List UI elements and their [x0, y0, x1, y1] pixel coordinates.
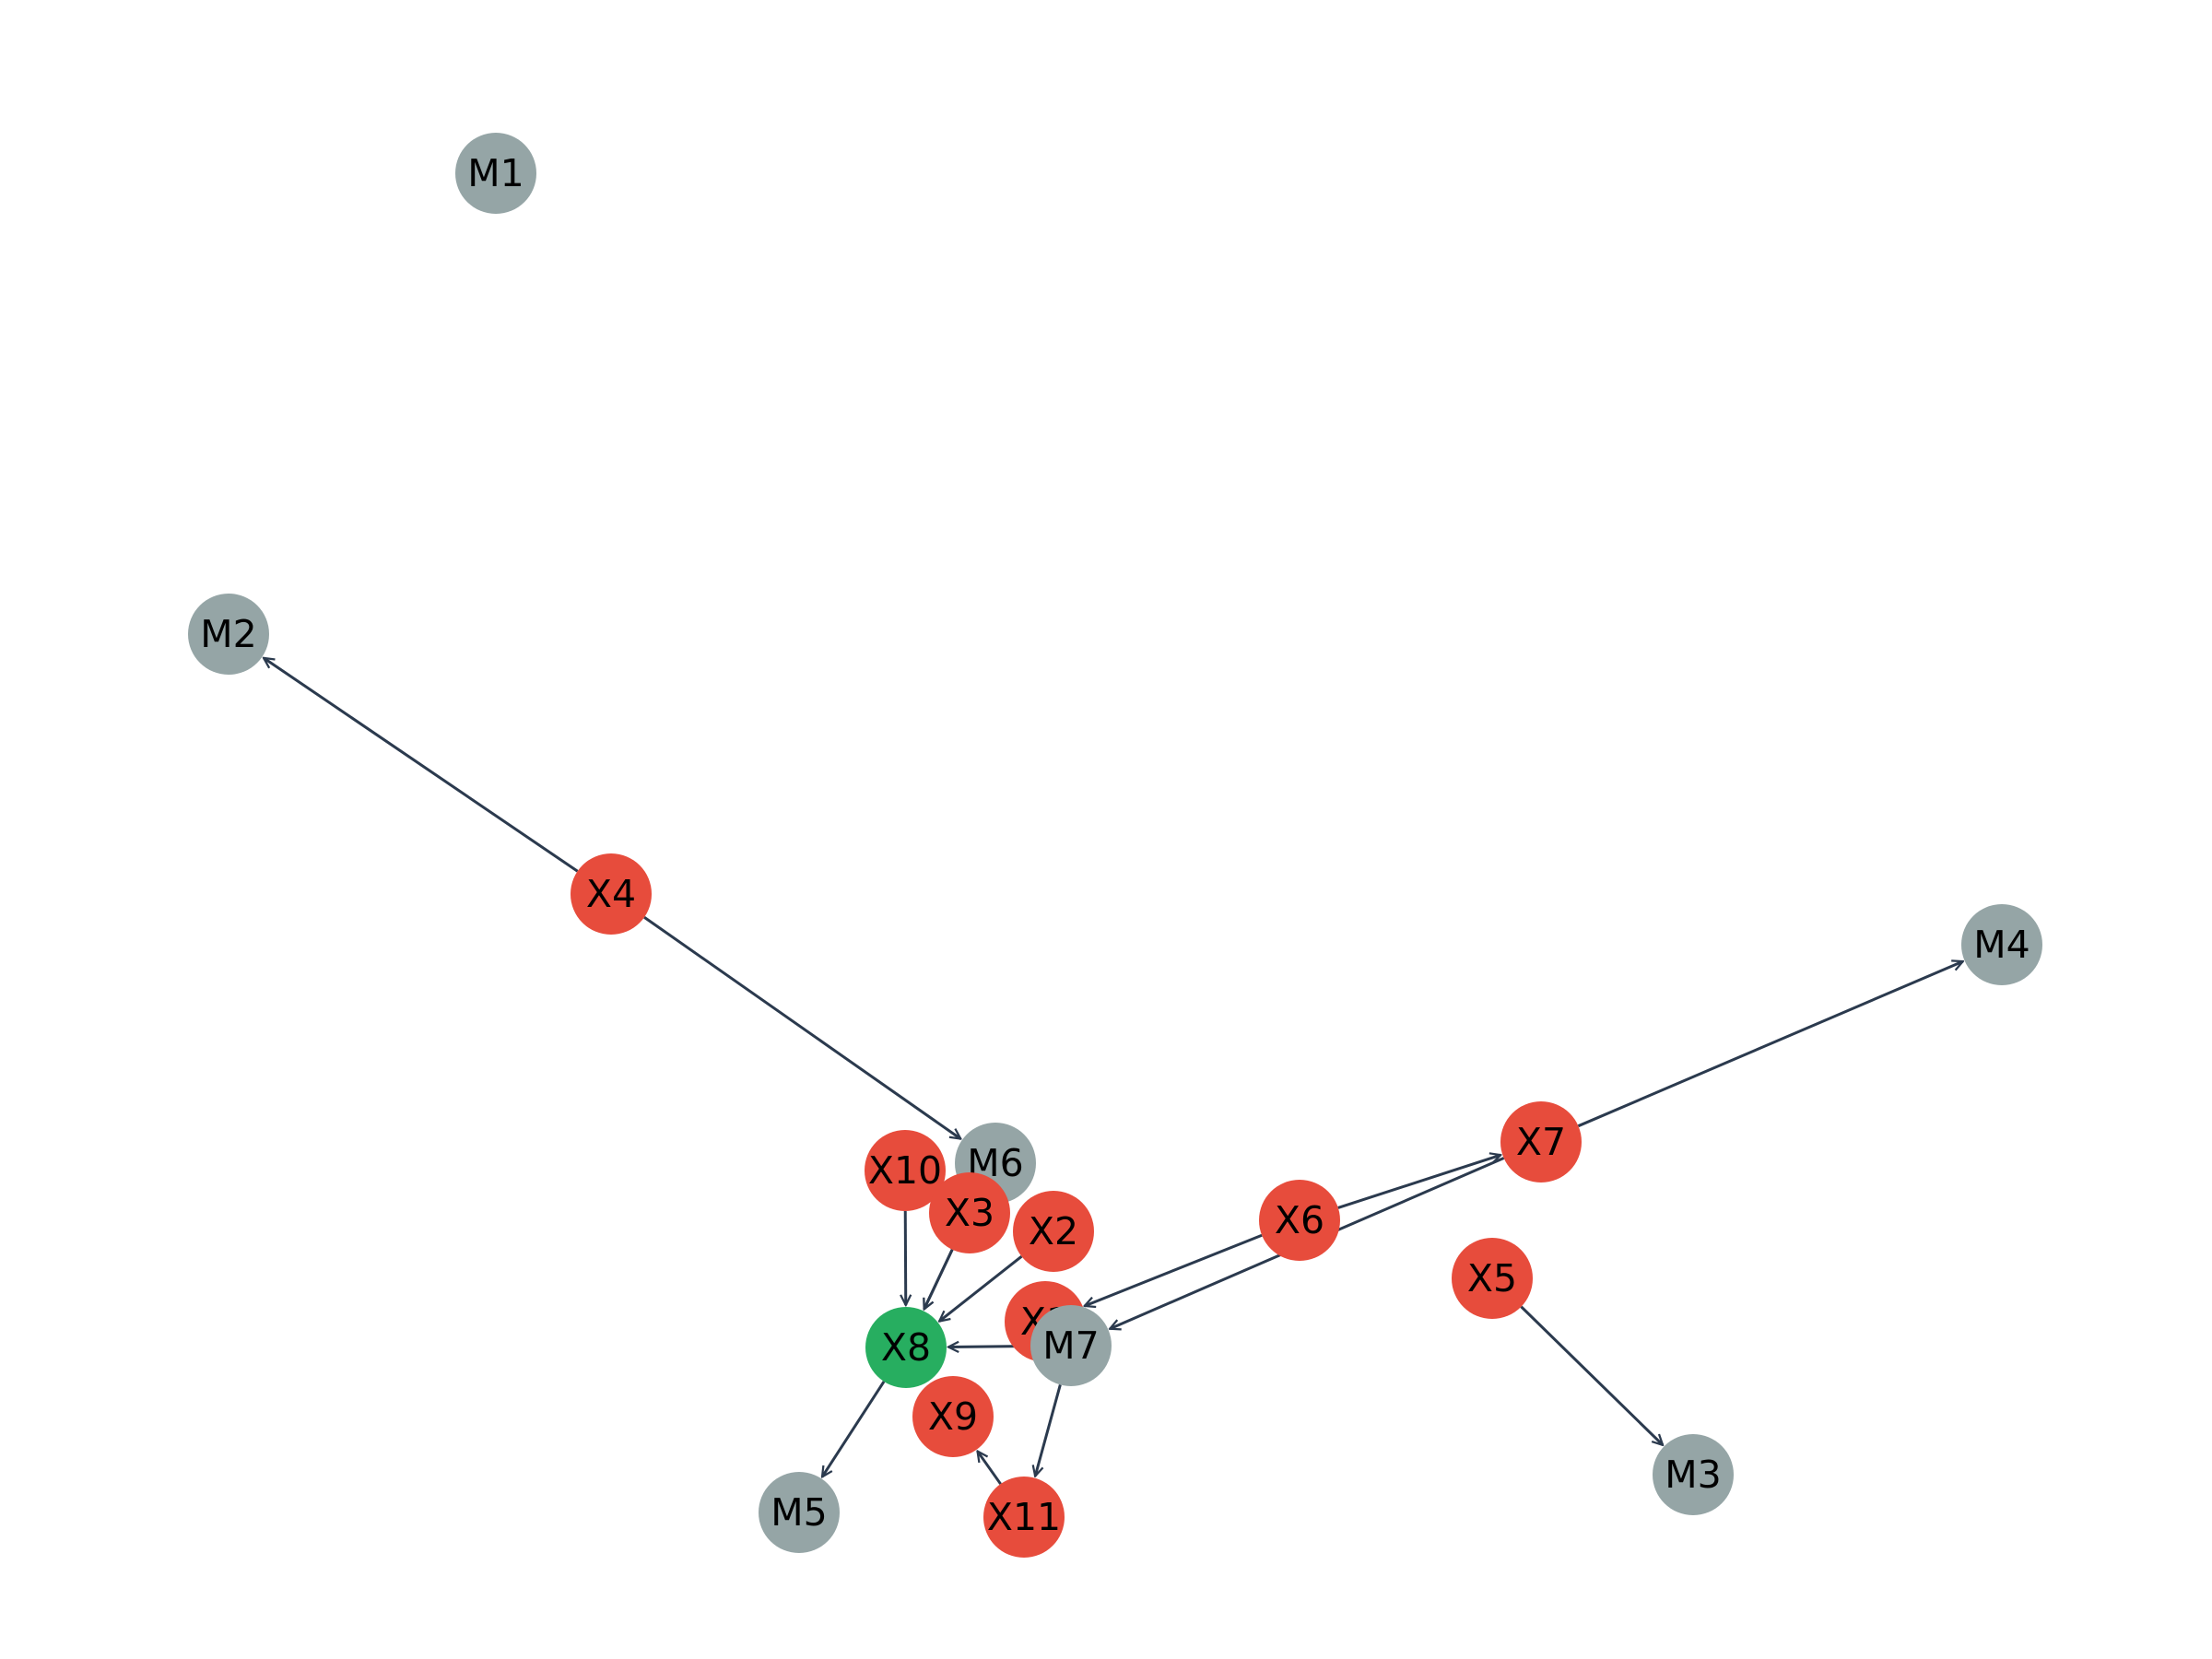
node-label-X6: X6 — [1275, 1198, 1324, 1242]
node-M1[interactable]: M1 — [455, 133, 536, 214]
node-label-M2: M2 — [200, 612, 256, 656]
node-label-X10: X10 — [868, 1148, 942, 1193]
edge-X10-X8 — [905, 1210, 906, 1305]
node-circle-M1 — [455, 133, 536, 214]
node-circle-X2 — [1013, 1191, 1094, 1272]
node-label-M4: M4 — [1973, 923, 2030, 967]
edge-X8-M5 — [822, 1381, 886, 1477]
edge-X5-M3 — [1520, 1305, 1663, 1445]
node-label-X3: X3 — [945, 1191, 994, 1235]
node-X2[interactable]: X2 — [1013, 1191, 1094, 1272]
node-X8[interactable]: X8 — [865, 1307, 947, 1388]
node-circle-X3 — [929, 1172, 1010, 1253]
node-M2[interactable]: M2 — [188, 594, 269, 675]
node-X10[interactable]: X10 — [865, 1130, 946, 1211]
node-X9[interactable]: X9 — [912, 1376, 994, 1457]
node-X6[interactable]: X6 — [1259, 1180, 1340, 1261]
node-M5[interactable]: M5 — [759, 1472, 840, 1553]
node-circle-M4 — [1961, 904, 2042, 985]
edge-X3-X8 — [924, 1249, 954, 1310]
node-M7[interactable]: M7 — [1030, 1305, 1112, 1386]
edge-X11-X9 — [978, 1452, 1002, 1485]
node-label-X8: X8 — [881, 1325, 931, 1370]
edge-M7-X11 — [1035, 1384, 1062, 1476]
node-circle-M5 — [759, 1472, 840, 1553]
nodes-layer: M1M2X4M4X7X6X5M3M6X10X3X2X1M7X8X9X11M5 — [188, 133, 2042, 1558]
node-circle-M3 — [1653, 1434, 1734, 1515]
node-label-M3: M3 — [1665, 1453, 1721, 1497]
node-circle-X9 — [912, 1376, 994, 1457]
node-label-X2: X2 — [1029, 1209, 1078, 1253]
node-label-M1: M1 — [467, 151, 524, 195]
node-M3[interactable]: M3 — [1653, 1434, 1734, 1515]
node-label-X7: X7 — [1516, 1120, 1566, 1164]
node-label-X11: X11 — [987, 1495, 1061, 1539]
node-X3[interactable]: X3 — [929, 1172, 1010, 1253]
node-label-X5: X5 — [1467, 1256, 1517, 1300]
node-circle-X6 — [1259, 1180, 1340, 1261]
node-circle-M7 — [1030, 1305, 1112, 1386]
node-X5[interactable]: X5 — [1452, 1238, 1533, 1319]
edge-X6-X7 — [1337, 1155, 1500, 1209]
edge-X2-X8 — [939, 1255, 1023, 1321]
node-circle-X4 — [571, 853, 652, 935]
edge-X6-X1 — [1085, 1233, 1263, 1306]
edge-X4-M6 — [643, 916, 960, 1138]
node-X7[interactable]: X7 — [1500, 1101, 1582, 1182]
node-X4[interactable]: X4 — [571, 853, 652, 935]
node-circle-X8 — [865, 1307, 947, 1388]
node-label-X9: X9 — [928, 1394, 978, 1439]
node-circle-X10 — [865, 1130, 946, 1211]
edges-layer — [264, 658, 1963, 1485]
node-circle-X7 — [1500, 1101, 1582, 1182]
edge-X4-M2 — [264, 658, 579, 873]
node-label-M7: M7 — [1042, 1324, 1099, 1368]
edge-X7-M4 — [1577, 961, 1962, 1128]
node-X11[interactable]: X11 — [983, 1477, 1065, 1558]
node-circle-X11 — [983, 1477, 1065, 1558]
node-circle-X5 — [1452, 1238, 1533, 1319]
node-M4[interactable]: M4 — [1961, 904, 2042, 985]
node-label-M5: M5 — [771, 1490, 827, 1535]
node-label-X4: X4 — [586, 872, 636, 916]
node-circle-M2 — [188, 594, 269, 675]
